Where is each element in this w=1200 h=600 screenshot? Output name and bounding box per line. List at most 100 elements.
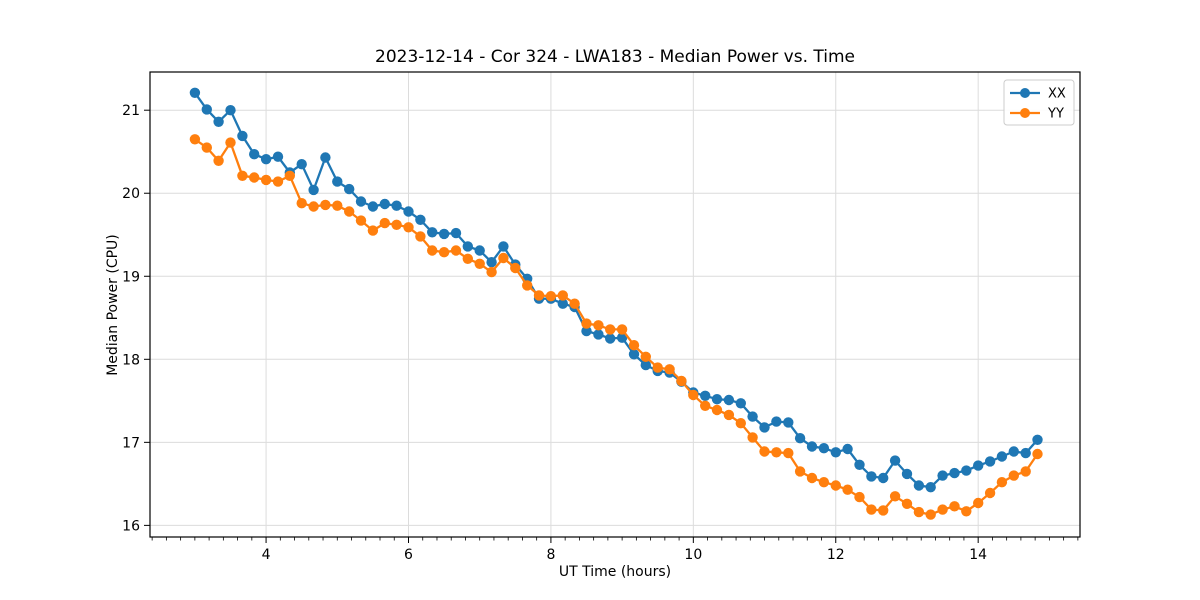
series-xx-marker — [320, 152, 331, 163]
x-tick-label: 14 — [969, 547, 987, 563]
series-yy-marker — [889, 491, 901, 502]
series-yy-marker — [830, 480, 841, 491]
series-xx-marker — [818, 443, 830, 454]
series-xx-marker — [367, 201, 379, 212]
series-yy-marker — [545, 291, 557, 302]
series-xx-marker — [332, 176, 343, 187]
series-yy-marker — [878, 505, 889, 516]
series-yy-marker — [427, 245, 438, 256]
series-yy-marker — [818, 477, 830, 488]
series-yy-marker — [842, 484, 853, 495]
series-xx-marker — [759, 422, 770, 433]
series-yy-marker — [569, 298, 580, 309]
y-tick-label: 19 — [122, 269, 140, 285]
series-yy-marker — [474, 258, 485, 269]
series-xx-marker — [700, 390, 711, 401]
series-xx-marker — [1008, 446, 1019, 457]
y-tick-label: 16 — [122, 518, 140, 534]
series-yy-marker — [1008, 470, 1019, 481]
series-yy-marker — [391, 219, 402, 230]
series-xx-marker — [213, 116, 224, 128]
y-axis-label: Median Power (CPU) — [105, 234, 121, 376]
series-yy-marker — [688, 389, 699, 401]
series-xx-marker — [949, 467, 960, 479]
series-xx-marker — [866, 471, 877, 482]
series-xx-marker — [189, 87, 201, 99]
series-yy-marker — [438, 247, 450, 258]
series-yy-marker — [937, 504, 948, 515]
series-xx-marker — [806, 441, 818, 452]
series-yy-marker — [355, 215, 367, 226]
series-yy-marker — [213, 155, 224, 166]
series-xx-marker — [640, 359, 651, 371]
series-yy-marker — [189, 134, 201, 145]
series-xx-marker — [605, 333, 616, 344]
series-yy-marker — [949, 501, 960, 512]
legend-item-label: YY — [1047, 107, 1064, 122]
series-yy-marker — [628, 340, 640, 351]
grid-layer — [150, 72, 1080, 537]
series-yy-marker — [794, 466, 806, 477]
series-yy-marker — [616, 324, 628, 335]
series-yy-marker — [676, 375, 687, 387]
series-yy-marker — [296, 198, 307, 209]
series-xx-marker — [237, 130, 248, 142]
series-yy-marker — [403, 222, 414, 233]
series-xx-marker — [878, 472, 889, 484]
series-xx-marker — [984, 456, 996, 467]
series-yy-marker — [593, 320, 604, 331]
series-yy-marker — [237, 170, 248, 181]
series-xx-marker — [557, 298, 568, 309]
series-xx-marker — [830, 447, 841, 458]
series-xx-marker — [403, 206, 414, 217]
series-yy-marker — [961, 506, 972, 517]
chart-title: 2023-12-14 - Cor 324 - LWA183 - Median P… — [375, 47, 855, 67]
series-xx-marker — [260, 154, 272, 165]
series-yy-marker — [462, 253, 473, 264]
series-yy-marker — [332, 200, 343, 211]
y-tick-label: 21 — [122, 103, 140, 119]
series-xx-marker — [711, 394, 723, 405]
series-yy-marker — [225, 137, 236, 148]
series-xx-marker — [771, 416, 782, 427]
series-yy-marker — [249, 172, 260, 183]
series-xx-marker — [581, 325, 592, 337]
series-yy-marker — [522, 280, 533, 291]
series-yy-marker — [1032, 448, 1043, 460]
series-yy-line — [193, 138, 1039, 516]
y-tick-label: 18 — [122, 352, 140, 368]
series-yy-marker — [415, 231, 426, 242]
series-yy-marker — [996, 477, 1008, 488]
series-xx-marker — [249, 149, 260, 160]
series-yy-marker — [984, 487, 996, 499]
series-xx-marker — [913, 480, 925, 491]
series-yy-marker — [711, 404, 723, 416]
series-yy-marker — [771, 447, 782, 458]
series-xx-marker — [783, 417, 794, 428]
series-yy-marker — [783, 447, 794, 459]
x-tick-label: 8 — [546, 547, 555, 563]
series-xx-marker — [450, 227, 462, 239]
series-xx-marker — [747, 411, 758, 422]
series-yy-marker — [557, 290, 568, 301]
series-yy-marker — [640, 351, 651, 362]
series-yy-marker — [272, 176, 284, 187]
series-xx-marker — [486, 257, 497, 268]
series-yy-marker — [533, 290, 545, 301]
series-yy-marker — [866, 504, 877, 515]
series-xx-marker — [794, 433, 806, 444]
series-yy-marker — [284, 170, 295, 181]
x-axis-label: UT Time (hours) — [559, 564, 671, 580]
series-yy-marker — [320, 199, 331, 211]
series-xx-marker — [462, 241, 473, 252]
series-yy-marker — [759, 446, 770, 457]
legend-item-label: XX — [1048, 87, 1066, 102]
series-yy-marker — [735, 418, 746, 429]
series-xx-marker — [438, 228, 450, 240]
series-xx-marker — [201, 104, 212, 115]
series-xx-marker — [498, 241, 509, 252]
series-xx-marker — [296, 159, 307, 170]
series-yy-marker — [973, 497, 984, 509]
plot-border — [149, 71, 1081, 538]
